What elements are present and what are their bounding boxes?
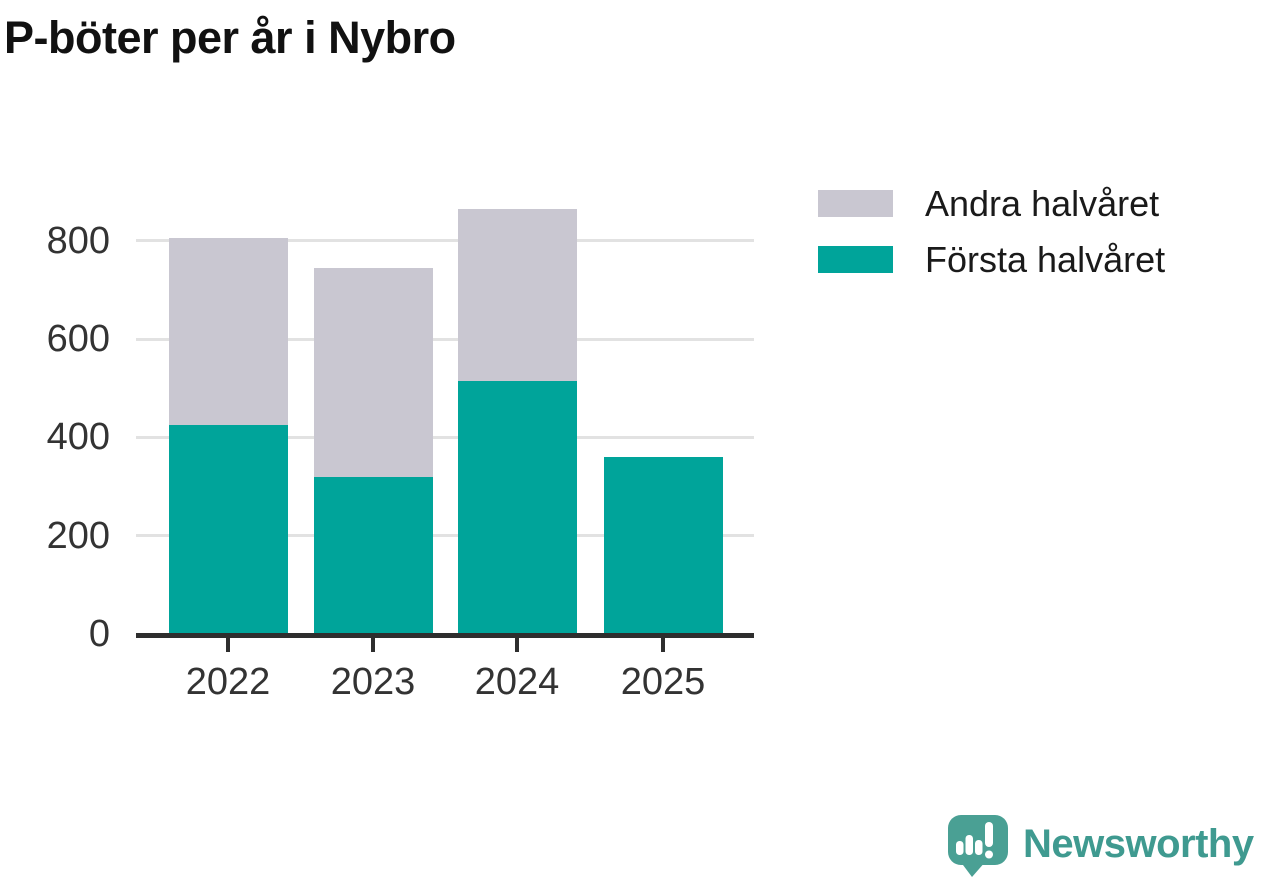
- gridline-y-800: [136, 239, 754, 243]
- bar-2025-första-halvåret: [603, 457, 723, 634]
- x-axis-tick-label-2024: 2024: [474, 661, 560, 703]
- bar-2024-första-halvåret: [457, 380, 577, 634]
- bar-2022-första-halvåret: [168, 425, 288, 634]
- legend-swatch-andra-halvaret: [818, 190, 893, 217]
- x-axis-tick-label-2025: 2025: [620, 661, 706, 703]
- legend-label-andra-halvaret: Andra halvåret: [925, 183, 1160, 224]
- newsworthy-logo-icon: [948, 815, 1008, 877]
- x-axis-tick-label-2022: 2022: [185, 661, 271, 703]
- gridline-y-200: [136, 534, 754, 538]
- bar-2024-andra-halvåret: [457, 208, 577, 381]
- x-axis-tick-2022: [226, 638, 230, 652]
- y-axis-tick-label: 0: [88, 613, 110, 655]
- newsworthy-brand-name: Newsworthy: [1023, 821, 1254, 866]
- x-axis-tick-2023: [371, 638, 375, 652]
- x-axis-tick-label-2023: 2023: [330, 661, 416, 703]
- newsworthy-logo: Newsworthy: [946, 810, 1254, 878]
- chart-title: P-böter per år i Nybro: [4, 12, 456, 63]
- gridline-y-600: [136, 337, 754, 341]
- x-axis-tick-2024: [515, 638, 519, 652]
- bar-2023-första-halvåret: [313, 476, 433, 634]
- bar-2023-andra-halvåret: [313, 267, 433, 477]
- legend-swatch-forsta-halvaret: [818, 246, 893, 273]
- x-axis-tick-2025: [661, 638, 665, 652]
- y-axis-tick-label: 200: [46, 514, 110, 557]
- y-axis-tick-label: 600: [46, 318, 110, 361]
- bar-2022-andra-halvåret: [168, 238, 288, 426]
- x-axis-line: [136, 633, 754, 638]
- y-axis-tick-label: 800: [46, 219, 110, 262]
- gridline-y-400: [136, 435, 754, 439]
- legend-label-forsta-halvaret: Första halvåret: [925, 239, 1166, 280]
- y-axis-tick-label: 400: [46, 416, 110, 459]
